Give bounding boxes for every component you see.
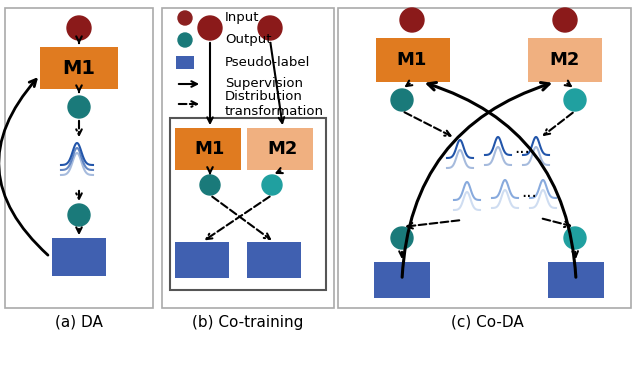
Bar (247, 242, 301, 278)
Text: Supervision: Supervision (225, 78, 303, 91)
Text: M1: M1 (195, 140, 225, 158)
Bar (52, 238, 106, 276)
Circle shape (262, 175, 282, 195)
Circle shape (564, 227, 586, 249)
Text: ...: ... (514, 139, 530, 157)
Text: Pseudo-label: Pseudo-label (225, 56, 310, 69)
Bar (338, 8, 631, 308)
Text: M1: M1 (63, 59, 95, 78)
Text: Input: Input (225, 12, 259, 25)
Circle shape (198, 16, 222, 40)
Bar (528, 38, 602, 82)
Circle shape (178, 11, 192, 25)
Bar (162, 8, 334, 308)
Circle shape (400, 8, 424, 32)
Bar (170, 118, 326, 290)
Text: (c) Co-DA: (c) Co-DA (451, 314, 524, 329)
Text: Distribution
transformation: Distribution transformation (225, 90, 324, 118)
Circle shape (178, 33, 192, 47)
Text: M1: M1 (397, 51, 427, 69)
Text: ...: ... (521, 183, 537, 201)
Circle shape (553, 8, 577, 32)
Circle shape (200, 175, 220, 195)
Circle shape (391, 227, 413, 249)
Circle shape (68, 204, 90, 226)
Bar (548, 262, 604, 298)
Bar (176, 56, 194, 69)
Bar (374, 262, 430, 298)
Bar (376, 38, 450, 82)
Circle shape (258, 16, 282, 40)
Text: Output: Output (225, 34, 271, 47)
Text: (a) DA: (a) DA (55, 314, 103, 329)
Text: M2: M2 (268, 140, 298, 158)
Circle shape (564, 89, 586, 111)
Bar (40, 47, 118, 89)
Text: (b) Co-training: (b) Co-training (192, 314, 304, 329)
Circle shape (68, 96, 90, 118)
Bar (175, 242, 229, 278)
Bar (175, 128, 241, 170)
Bar (247, 128, 313, 170)
Circle shape (67, 16, 91, 40)
Circle shape (391, 89, 413, 111)
Text: M2: M2 (550, 51, 580, 69)
Bar (5, 8, 153, 308)
